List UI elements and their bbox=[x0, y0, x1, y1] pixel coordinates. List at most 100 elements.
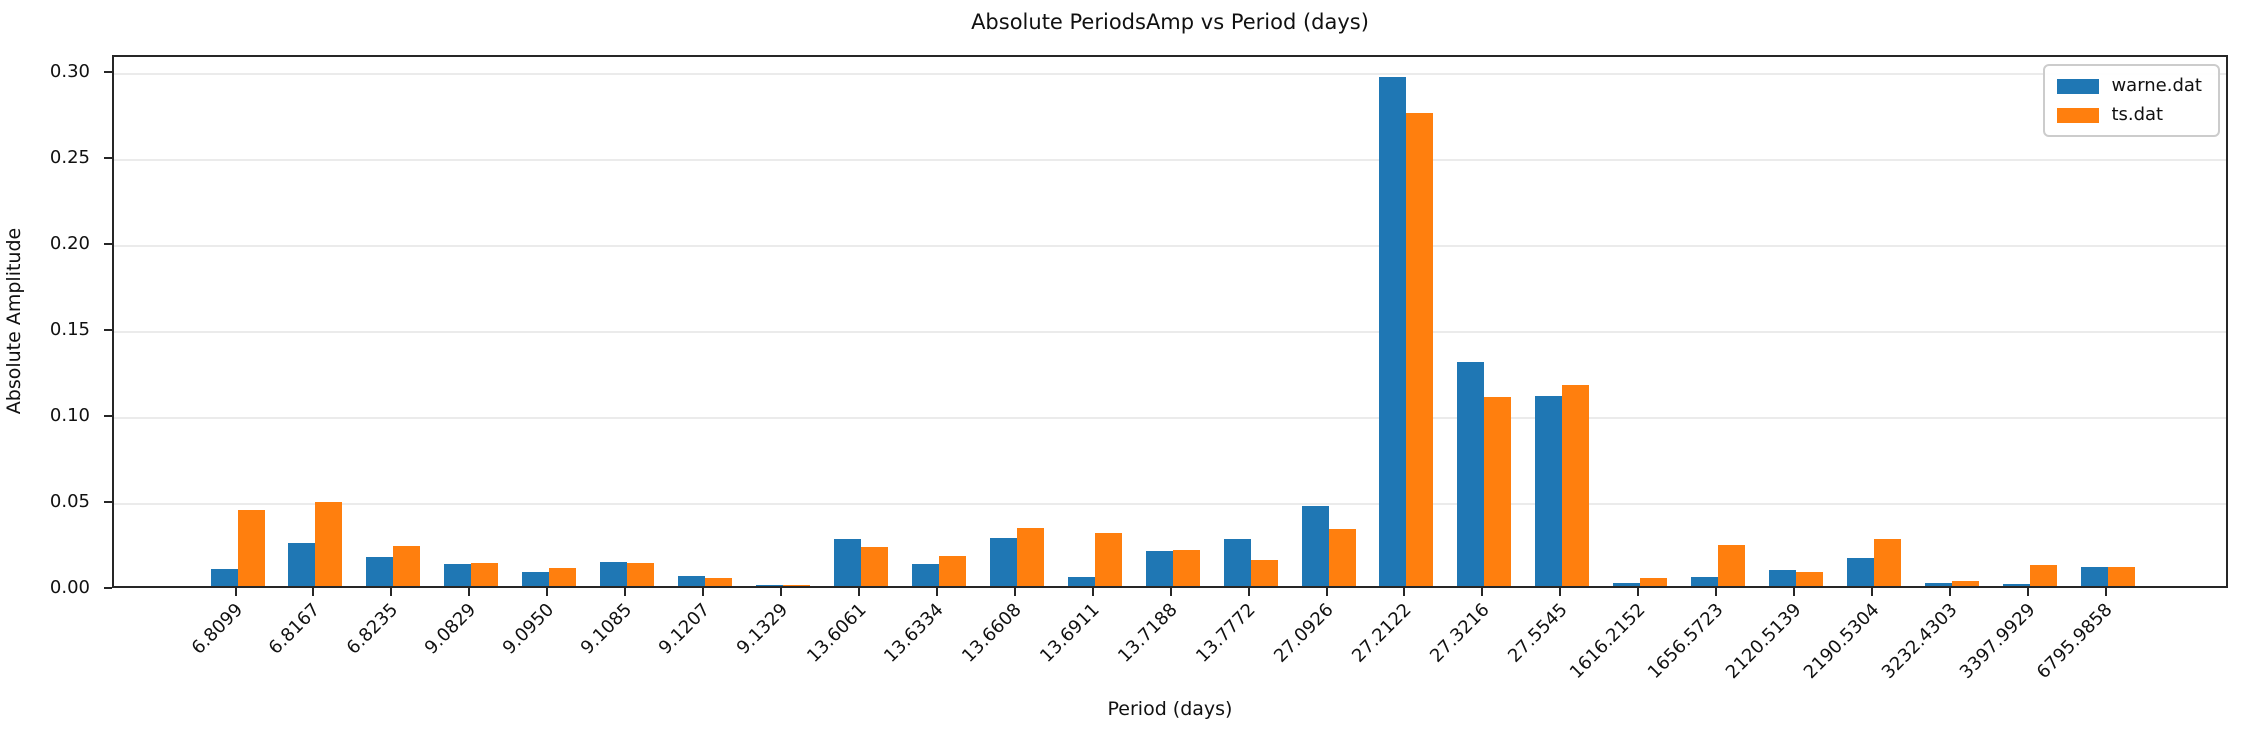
x-tick-label: 2120.5139 bbox=[1721, 599, 1806, 683]
bar-ts-dat-3397.9929 bbox=[2029, 564, 2057, 586]
x-tick-label: 6795.9858 bbox=[2033, 599, 2117, 683]
x-tick-mark bbox=[857, 588, 860, 596]
x-tick-label: 1616.2152 bbox=[1565, 599, 1650, 683]
x-tick-mark bbox=[2104, 588, 2107, 596]
bar-warne-dat-1616.2152 bbox=[1613, 582, 1641, 586]
x-tick-label: 3232.4303 bbox=[1877, 599, 1962, 683]
y-tick-label: 0.30 bbox=[49, 61, 90, 83]
x-tick-mark bbox=[935, 588, 938, 596]
bar-warne-dat-27.3216 bbox=[1457, 362, 1485, 586]
bar-ts-dat-13.6608 bbox=[1016, 527, 1044, 586]
bar-ts-dat-2190.5304 bbox=[1874, 539, 1902, 586]
x-tick-mark bbox=[1793, 588, 1796, 596]
x-tick-mark bbox=[624, 588, 627, 596]
x-tick-label: 13.7772 bbox=[1192, 599, 1260, 667]
legend-item-warne-dat: warne.dat bbox=[2057, 76, 2202, 96]
x-tick-label: 13.6061 bbox=[802, 599, 871, 667]
bar-ts-dat-1656.5723 bbox=[1718, 544, 1746, 586]
bar-warne-dat-2120.5139 bbox=[1769, 570, 1797, 586]
bar-warne-dat-13.6911 bbox=[1067, 577, 1095, 586]
x-tick-mark bbox=[1715, 588, 1718, 596]
x-tick-label: 6.8235 bbox=[343, 599, 403, 659]
x-tick-label: 9.1085 bbox=[576, 599, 637, 659]
bar-warne-dat-13.6334 bbox=[911, 564, 939, 586]
x-tick-label: 27.0926 bbox=[1270, 599, 1338, 667]
y-tick-mark bbox=[104, 157, 112, 160]
x-tick-label: 6.8167 bbox=[265, 599, 325, 659]
bar-ts-dat-6.8235 bbox=[393, 545, 421, 586]
x-tick-label: 13.6608 bbox=[958, 599, 1026, 667]
gridline bbox=[114, 503, 2226, 506]
y-tick-mark bbox=[104, 587, 112, 589]
bar-ts-dat-13.6334 bbox=[938, 556, 966, 586]
x-tick-label: 9.1207 bbox=[654, 599, 715, 659]
y-tick-mark bbox=[104, 501, 112, 504]
bar-warne-dat-3232.4303 bbox=[1924, 582, 1952, 586]
x-tick-label: 9.1329 bbox=[732, 599, 793, 659]
x-tick-mark bbox=[1013, 588, 1016, 596]
bar-warne-dat-13.6608 bbox=[989, 537, 1017, 586]
bar-ts-dat-6.8099 bbox=[237, 510, 265, 586]
bar-ts-dat-27.3216 bbox=[1484, 397, 1512, 586]
x-tick-mark bbox=[780, 588, 782, 596]
plot-area bbox=[112, 55, 2228, 588]
x-axis-label: Period (days) bbox=[1107, 698, 1233, 720]
legend-swatch bbox=[2057, 78, 2100, 94]
bar-ts-dat-2120.5139 bbox=[1796, 572, 1824, 586]
bar-warne-dat-27.5545 bbox=[1535, 395, 1563, 586]
bar-ts-dat-13.7188 bbox=[1172, 550, 1200, 586]
x-tick-mark bbox=[1481, 588, 1484, 596]
bar-warne-dat-6795.9858 bbox=[2080, 566, 2108, 586]
x-tick-mark bbox=[702, 588, 705, 596]
x-tick-mark bbox=[390, 588, 393, 596]
bar-warne-dat-13.6061 bbox=[833, 539, 861, 586]
x-tick-mark bbox=[546, 588, 549, 596]
y-tick-mark bbox=[104, 71, 112, 74]
y-tick-mark bbox=[104, 329, 112, 332]
bar-ts-dat-9.0829 bbox=[471, 562, 499, 586]
bar-warne-dat-27.2122 bbox=[1379, 77, 1407, 586]
x-tick-mark bbox=[1403, 588, 1406, 596]
x-tick-label: 9.0829 bbox=[421, 599, 481, 659]
bar-warne-dat-9.1329 bbox=[756, 585, 783, 586]
bar-warne-dat-9.1085 bbox=[600, 561, 628, 586]
x-tick-label: 13.6911 bbox=[1036, 599, 1104, 667]
y-tick-label: 0.10 bbox=[49, 405, 90, 427]
gridline bbox=[114, 73, 2226, 76]
x-tick-label: 1656.5723 bbox=[1643, 599, 1728, 683]
bar-ts-dat-6.8167 bbox=[315, 502, 343, 586]
gridline bbox=[114, 159, 2226, 162]
y-tick-label: 0.25 bbox=[49, 147, 90, 169]
x-tick-mark bbox=[468, 588, 471, 596]
bar-ts-dat-9.0950 bbox=[549, 567, 577, 586]
bar-warne-dat-13.7188 bbox=[1145, 551, 1173, 586]
legend-label: warne.dat bbox=[2111, 75, 2202, 96]
legend-swatch bbox=[2057, 107, 2100, 123]
x-tick-mark bbox=[1091, 588, 1094, 596]
bar-warne-dat-6.8099 bbox=[210, 568, 238, 586]
x-tick-mark bbox=[1637, 588, 1640, 596]
bar-warne-dat-9.1207 bbox=[678, 576, 706, 586]
x-tick-mark bbox=[1871, 588, 1874, 596]
bar-warne-dat-6.8167 bbox=[288, 543, 316, 586]
bar-ts-dat-13.7772 bbox=[1250, 559, 1278, 586]
x-tick-mark bbox=[1169, 588, 1172, 596]
x-tick-label: 27.3216 bbox=[1426, 599, 1494, 667]
bar-ts-dat-27.0926 bbox=[1328, 529, 1356, 586]
x-tick-label: 13.7188 bbox=[1114, 599, 1182, 667]
x-tick-mark bbox=[1325, 588, 1328, 596]
y-tick-mark bbox=[104, 243, 112, 246]
bar-ts-dat-9.1329 bbox=[783, 584, 810, 586]
bar-warne-dat-9.0950 bbox=[522, 572, 550, 586]
y-tick-label: 0.15 bbox=[49, 319, 90, 341]
bar-warne-dat-2190.5304 bbox=[1847, 557, 1875, 586]
x-tick-mark bbox=[1559, 588, 1562, 596]
bar-warne-dat-27.0926 bbox=[1301, 506, 1329, 586]
x-tick-mark bbox=[234, 588, 237, 596]
bar-ts-dat-9.1207 bbox=[705, 578, 733, 586]
bar-warne-dat-3397.9929 bbox=[2002, 583, 2030, 586]
bar-warne-dat-6.8235 bbox=[366, 556, 394, 586]
y-tick-label: 0.05 bbox=[49, 491, 90, 513]
x-tick-label: 27.2122 bbox=[1348, 599, 1416, 667]
